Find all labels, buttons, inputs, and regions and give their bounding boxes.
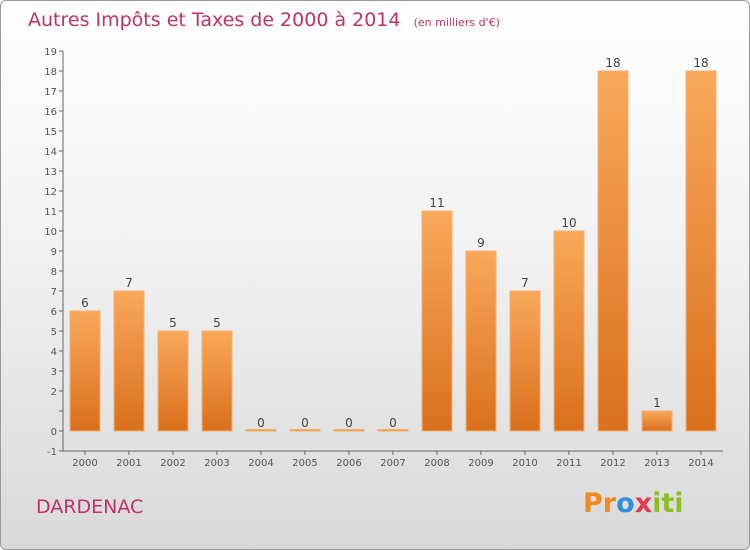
x-tick-label: 2005 [292,458,317,469]
y-tick-label: 3 [51,367,57,378]
y-tick-label: 16 [44,107,57,118]
bar-2000 [69,310,101,432]
bar-2002 [157,330,189,432]
y-tick-label: 15 [44,127,57,138]
chart-title-text: Autres Impôts et Taxes de 2000 à 2014 [28,9,401,31]
y-tick-label: 18 [44,67,57,78]
y-tick-label: 17 [44,87,57,98]
bar-2006 [333,429,365,432]
logo-letter: i [674,488,684,519]
data-label: 18 [605,56,620,70]
logo-letter: x [634,488,653,519]
bar-2013 [641,410,673,432]
bar-2009 [465,250,497,432]
y-tick-label: 2 [51,387,57,398]
bar-2011 [553,230,585,432]
logo-letter: o [616,488,635,519]
y-tick-label: -1 [47,447,57,458]
x-tick-label: 2014 [688,458,713,469]
y-tick-label: 10 [44,227,57,238]
data-label: 18 [693,56,708,70]
y-tick-label: 6 [51,307,57,318]
x-tick-label: 2006 [336,458,361,469]
bar-2001 [113,290,145,432]
data-label: 5 [213,316,221,330]
y-tick-label: 13 [44,167,57,178]
data-label: 6 [81,296,89,310]
bar-2004 [245,429,277,432]
logo-letter: t [661,488,675,519]
data-label: 9 [477,236,485,250]
proxiti-logo[interactable]: Proxiti [583,488,684,519]
y-tick-label: 4 [51,347,57,358]
data-label: 7 [521,276,529,290]
data-label: 7 [125,276,133,290]
data-label: 0 [345,416,353,430]
y-tick-label: 0 [51,427,57,438]
y-tick-label: 14 [44,147,57,158]
data-label: 5 [169,316,177,330]
x-tick-label: 2010 [512,458,537,469]
bar-2003 [201,330,233,432]
y-tick-label: 7 [51,287,57,298]
y-tick-label: 9 [51,247,57,258]
x-tick-label: 2000 [72,458,97,469]
data-label: 10 [561,216,576,230]
logo-letter: i [652,488,662,519]
chart-title: Autres Impôts et Taxes de 2000 à 2014 (e… [28,9,500,31]
x-tick-label: 2011 [556,458,581,469]
bar-2014 [685,70,717,432]
data-label: 1 [653,396,661,410]
y-tick-label: 19 [44,47,57,58]
x-tick-label: 2013 [644,458,669,469]
x-tick-label: 2009 [468,458,493,469]
chart-subtitle: (en milliers d'€) [413,16,500,29]
data-label: 0 [389,416,397,430]
x-tick-label: 2001 [116,458,141,469]
y-tick-label: 12 [44,187,57,198]
y-tick-label: 8 [51,267,57,278]
logo-letter: r [602,488,617,519]
x-tick-label: 2002 [160,458,185,469]
y-tick-label: 5 [51,327,57,338]
bar-2010 [509,290,541,432]
bar-2005 [289,429,321,432]
bar-2007 [377,429,409,432]
x-tick-label: 2008 [424,458,449,469]
data-label: 0 [257,416,265,430]
x-tick-label: 2004 [248,458,273,469]
bar-2008 [421,210,453,432]
data-label: 0 [301,416,309,430]
x-tick-label: 2007 [380,458,405,469]
x-tick-label: 2003 [204,458,229,469]
x-tick-label: 2012 [600,458,625,469]
y-tick-label: 11 [44,207,57,218]
town-name: DARDENAC [36,496,144,518]
logo-letter: P [583,488,603,519]
bar-2012 [597,70,629,432]
data-label: 11 [429,196,444,210]
